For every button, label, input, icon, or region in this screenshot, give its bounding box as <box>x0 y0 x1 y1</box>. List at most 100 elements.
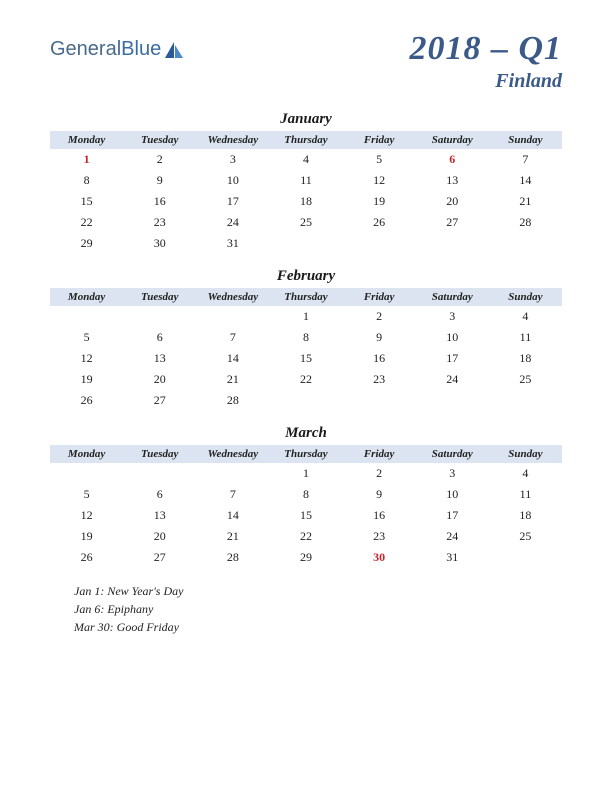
holiday-entry: Jan 1: New Year's Day <box>74 582 562 600</box>
day-cell: 27 <box>416 212 489 233</box>
calendar-table: MondayTuesdayWednesdayThursdayFridaySatu… <box>50 445 562 568</box>
day-cell: 13 <box>123 348 196 369</box>
day-cell: 21 <box>489 191 562 212</box>
weekday-header: Sunday <box>489 288 562 306</box>
day-cell: 2 <box>123 149 196 170</box>
day-cell: 11 <box>269 170 342 191</box>
day-cell: 18 <box>489 505 562 526</box>
holiday-entry: Mar 30: Good Friday <box>74 618 562 636</box>
weekday-header: Wednesday <box>196 445 269 463</box>
day-cell: 7 <box>196 484 269 505</box>
day-cell: 25 <box>489 526 562 547</box>
day-cell: 18 <box>269 191 342 212</box>
day-cell: 13 <box>416 170 489 191</box>
month-name: January <box>50 111 562 128</box>
day-cell: 27 <box>123 390 196 411</box>
day-cell: 6 <box>123 327 196 348</box>
day-cell: 20 <box>416 191 489 212</box>
day-cell: 15 <box>269 505 342 526</box>
day-cell <box>196 463 269 484</box>
day-cell: 30 <box>123 233 196 254</box>
holiday-entry: Jan 6: Epiphany <box>74 600 562 618</box>
day-cell: 1 <box>50 149 123 170</box>
day-cell: 20 <box>123 369 196 390</box>
weekday-header: Sunday <box>489 445 562 463</box>
day-cell: 15 <box>50 191 123 212</box>
day-cell: 20 <box>123 526 196 547</box>
weekday-header: Monday <box>50 131 123 149</box>
month-block: FebruaryMondayTuesdayWednesdayThursdayFr… <box>50 268 562 411</box>
day-cell: 12 <box>50 348 123 369</box>
logo: GeneralBlue <box>50 38 185 61</box>
weekday-header: Friday <box>343 288 416 306</box>
day-cell: 4 <box>489 306 562 327</box>
day-cell <box>416 233 489 254</box>
day-cell: 28 <box>196 547 269 568</box>
day-cell: 25 <box>489 369 562 390</box>
month-block: January MondayTuesdayWednesdayThursdayFri… <box>50 111 562 254</box>
quarter-title: 2018 – Q1 <box>409 30 562 68</box>
day-cell: 9 <box>343 484 416 505</box>
day-cell: 19 <box>343 191 416 212</box>
day-cell: 30 <box>343 547 416 568</box>
country-title: Finland <box>409 70 562 93</box>
weekday-header: Monday <box>50 445 123 463</box>
day-cell <box>269 390 342 411</box>
day-cell <box>269 233 342 254</box>
calendar-table: MondayTuesdayWednesdayThursdayFridaySatu… <box>50 288 562 411</box>
day-cell: 22 <box>269 369 342 390</box>
months-container: January MondayTuesdayWednesdayThursdayFri… <box>50 111 562 568</box>
day-cell: 22 <box>269 526 342 547</box>
day-cell <box>123 463 196 484</box>
day-cell: 21 <box>196 526 269 547</box>
day-cell: 6 <box>123 484 196 505</box>
calendar-table: MondayTuesdayWednesdayThursdayFridaySatu… <box>50 131 562 254</box>
day-cell: 17 <box>416 505 489 526</box>
day-cell: 3 <box>416 463 489 484</box>
day-cell: 17 <box>416 348 489 369</box>
weekday-header: Saturday <box>416 445 489 463</box>
day-cell: 27 <box>123 547 196 568</box>
day-cell: 1 <box>269 463 342 484</box>
logo-sail-icon <box>163 40 185 60</box>
day-cell <box>50 306 123 327</box>
day-cell: 26 <box>50 547 123 568</box>
day-cell: 9 <box>343 327 416 348</box>
day-cell: 11 <box>489 484 562 505</box>
day-cell: 15 <box>269 348 342 369</box>
day-cell <box>489 547 562 568</box>
day-cell: 21 <box>196 369 269 390</box>
day-cell: 10 <box>196 170 269 191</box>
day-cell: 5 <box>50 327 123 348</box>
day-cell: 14 <box>489 170 562 191</box>
day-cell <box>489 233 562 254</box>
weekday-header: Thursday <box>269 131 342 149</box>
day-cell: 8 <box>269 484 342 505</box>
weekday-header: Wednesday <box>196 131 269 149</box>
day-cell: 28 <box>489 212 562 233</box>
day-cell: 25 <box>269 212 342 233</box>
weekday-header: Sunday <box>489 131 562 149</box>
title-block: 2018 – Q1 Finland <box>409 30 562 93</box>
day-cell: 9 <box>123 170 196 191</box>
holidays-list: Jan 1: New Year's DayJan 6: EpiphanyMar … <box>50 582 562 636</box>
day-cell <box>123 306 196 327</box>
weekday-header: Friday <box>343 131 416 149</box>
day-cell: 5 <box>50 484 123 505</box>
day-cell: 24 <box>416 526 489 547</box>
day-cell: 5 <box>343 149 416 170</box>
day-cell: 26 <box>343 212 416 233</box>
day-cell: 7 <box>196 327 269 348</box>
day-cell: 14 <box>196 505 269 526</box>
day-cell: 29 <box>50 233 123 254</box>
day-cell: 16 <box>123 191 196 212</box>
weekday-header: Saturday <box>416 131 489 149</box>
day-cell: 10 <box>416 484 489 505</box>
day-cell: 23 <box>123 212 196 233</box>
day-cell: 8 <box>50 170 123 191</box>
day-cell: 12 <box>50 505 123 526</box>
day-cell: 23 <box>343 526 416 547</box>
day-cell <box>416 390 489 411</box>
day-cell: 8 <box>269 327 342 348</box>
day-cell: 4 <box>489 463 562 484</box>
